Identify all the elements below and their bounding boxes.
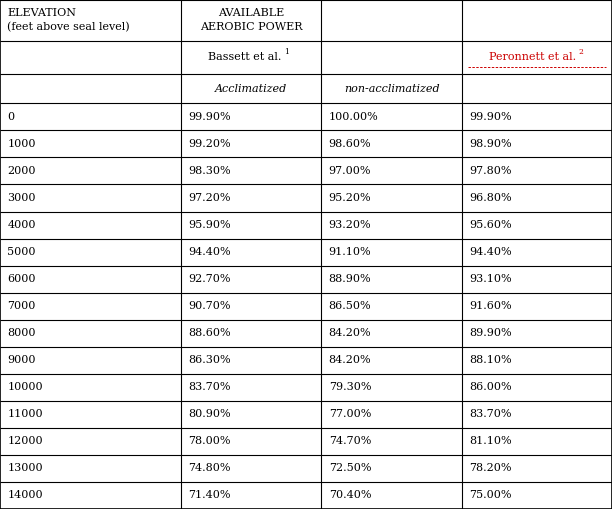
Text: 5000: 5000 — [7, 247, 36, 257]
Text: 8000: 8000 — [7, 328, 36, 338]
Text: 70.40%: 70.40% — [329, 491, 371, 500]
Text: 95.90%: 95.90% — [188, 220, 231, 230]
Text: 100.00%: 100.00% — [329, 112, 378, 122]
Text: 97.80%: 97.80% — [469, 166, 512, 176]
Text: 93.10%: 93.10% — [469, 274, 512, 284]
Text: 0: 0 — [7, 112, 15, 122]
Text: 7000: 7000 — [7, 301, 35, 311]
Text: 83.70%: 83.70% — [188, 382, 230, 392]
Text: 6000: 6000 — [7, 274, 36, 284]
Text: 13000: 13000 — [7, 463, 43, 473]
Text: 74.80%: 74.80% — [188, 463, 230, 473]
Text: 93.20%: 93.20% — [329, 220, 371, 230]
Text: 84.20%: 84.20% — [329, 328, 371, 338]
Text: 98.60%: 98.60% — [329, 139, 371, 149]
Text: 92.70%: 92.70% — [188, 274, 230, 284]
Text: 4000: 4000 — [7, 220, 36, 230]
Text: 74.70%: 74.70% — [329, 436, 371, 446]
Text: 99.90%: 99.90% — [188, 112, 231, 122]
Text: 86.50%: 86.50% — [329, 301, 371, 311]
Text: 77.00%: 77.00% — [329, 409, 371, 419]
Text: 99.90%: 99.90% — [469, 112, 512, 122]
Text: ELEVATION
(feet above seal level): ELEVATION (feet above seal level) — [7, 8, 130, 33]
Text: 91.60%: 91.60% — [469, 301, 512, 311]
Text: 84.20%: 84.20% — [329, 355, 371, 365]
Text: Acclimatized: Acclimatized — [215, 83, 287, 94]
Text: 98.90%: 98.90% — [469, 139, 512, 149]
Text: 2000: 2000 — [7, 166, 36, 176]
Text: 86.30%: 86.30% — [188, 355, 231, 365]
Text: 2: 2 — [579, 48, 583, 56]
Text: 78.20%: 78.20% — [469, 463, 512, 473]
Text: 12000: 12000 — [7, 436, 43, 446]
Text: 95.20%: 95.20% — [329, 193, 371, 203]
Text: Bassett et al.: Bassett et al. — [208, 52, 282, 62]
Text: 97.20%: 97.20% — [188, 193, 230, 203]
Text: 11000: 11000 — [7, 409, 43, 419]
Text: 79.30%: 79.30% — [329, 382, 371, 392]
Text: 89.90%: 89.90% — [469, 328, 512, 338]
Text: AVAILABLE
AEROBIC POWER: AVAILABLE AEROBIC POWER — [200, 8, 302, 33]
Text: 95.60%: 95.60% — [469, 220, 512, 230]
Text: 9000: 9000 — [7, 355, 36, 365]
Text: 88.90%: 88.90% — [329, 274, 371, 284]
Text: 97.00%: 97.00% — [329, 166, 371, 176]
Text: 78.00%: 78.00% — [188, 436, 230, 446]
Text: 99.20%: 99.20% — [188, 139, 231, 149]
Text: 94.40%: 94.40% — [188, 247, 231, 257]
Text: 91.10%: 91.10% — [329, 247, 371, 257]
Text: 94.40%: 94.40% — [469, 247, 512, 257]
Text: 72.50%: 72.50% — [329, 463, 371, 473]
Text: 75.00%: 75.00% — [469, 491, 512, 500]
Text: 10000: 10000 — [7, 382, 43, 392]
Text: 3000: 3000 — [7, 193, 36, 203]
Text: non-acclimatized: non-acclimatized — [344, 83, 439, 94]
Text: 88.60%: 88.60% — [188, 328, 231, 338]
Text: 96.80%: 96.80% — [469, 193, 512, 203]
Text: 14000: 14000 — [7, 491, 43, 500]
Text: 81.10%: 81.10% — [469, 436, 512, 446]
Text: 90.70%: 90.70% — [188, 301, 230, 311]
Text: Peronnett et al.: Peronnett et al. — [488, 52, 576, 62]
Text: 86.00%: 86.00% — [469, 382, 512, 392]
Text: 1000: 1000 — [7, 139, 36, 149]
Text: 71.40%: 71.40% — [188, 491, 230, 500]
Text: 1: 1 — [285, 48, 289, 56]
Text: 88.10%: 88.10% — [469, 355, 512, 365]
Text: 80.90%: 80.90% — [188, 409, 231, 419]
Text: 83.70%: 83.70% — [469, 409, 512, 419]
Text: 98.30%: 98.30% — [188, 166, 231, 176]
